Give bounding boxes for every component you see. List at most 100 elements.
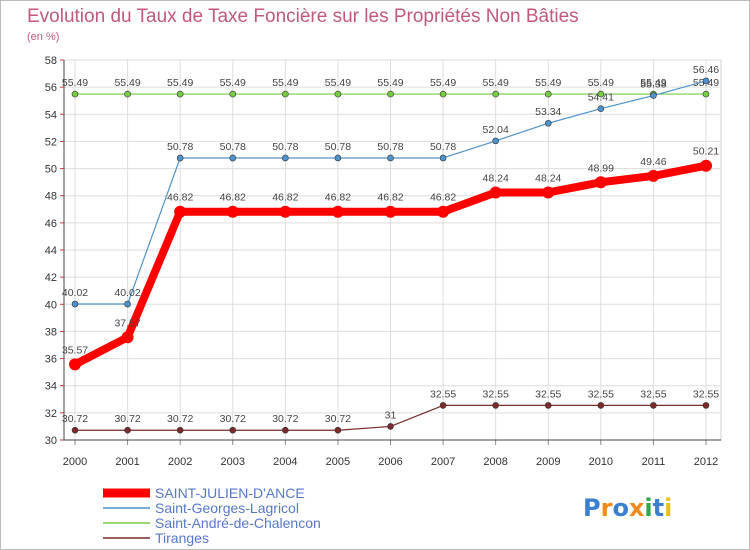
data-label: 56.46 (693, 64, 719, 76)
data-point (387, 90, 394, 98)
legend-label: Tiranges (155, 530, 209, 546)
axes: 30 32 34 36 38 40 42 44 46 48 50 52 54 56 58 2000 2001 20… (45, 55, 721, 468)
data-label: 55.49 (483, 77, 509, 89)
data-label: 55.49 (114, 77, 140, 89)
x-tick-label: 2007 (431, 456, 455, 468)
data-label: 30.72 (272, 413, 298, 425)
data-point (702, 77, 710, 85)
data-label: 55.49 (220, 77, 246, 89)
data-label: 46.82 (430, 192, 456, 204)
x-tick-label: 2006 (378, 456, 402, 468)
data-label: 46.82 (325, 192, 351, 204)
data-point (492, 137, 499, 145)
series-saint-julien-d-ance: 35.57 37.57 46.82 46.82 46.82 46.82 46.82 46.82… (62, 146, 719, 371)
data-point (121, 331, 134, 344)
data-label: 31 (385, 409, 397, 421)
data-label: 50.78 (325, 141, 351, 153)
y-tick-label: 34 (45, 381, 57, 393)
x-tick-label: 2001 (115, 456, 139, 468)
data-point (702, 402, 710, 409)
y-tick-label: 32 (45, 408, 57, 420)
x-tick-label: 2004 (273, 456, 297, 468)
x-tick-label: 2008 (483, 456, 507, 468)
x-tick-label: 2000 (63, 456, 87, 468)
legend-label: Saint-André-de-Chalencon (155, 515, 321, 531)
data-point (176, 154, 184, 162)
y-tick-label: 30 (45, 435, 57, 447)
data-point (439, 402, 447, 409)
data-point (124, 90, 131, 98)
y-tick-label: 38 (45, 326, 57, 338)
data-label: 50.78 (272, 141, 298, 153)
series-saint-georges-lagricol: 40.02 40.02 50.78 50.78 50.78 50.78 50.78 50.78… (62, 64, 719, 308)
data-point (544, 119, 552, 127)
data-label: 55.49 (535, 77, 561, 89)
data-label: 32.55 (483, 388, 509, 400)
proxiti-logo: Proxiti (583, 494, 672, 522)
data-point (71, 300, 79, 308)
x-tick-label: 2011 (642, 456, 666, 468)
data-point (71, 90, 79, 98)
legend-label: Saint-Georges-Lagricol (155, 500, 299, 516)
data-point (702, 90, 710, 98)
data-label: 50.78 (167, 141, 193, 153)
data-point (229, 90, 237, 98)
data-point (544, 90, 552, 98)
data-point (544, 402, 552, 409)
data-point (597, 90, 605, 98)
data-label: 48.24 (483, 172, 509, 184)
data-label: 52.04 (483, 124, 509, 136)
data-point (279, 205, 292, 218)
data-point (282, 90, 289, 98)
data-label: 55.49 (640, 77, 666, 89)
data-label: 53.34 (535, 106, 561, 118)
chart-title: Evolution du Taux de Taxe Foncière sur l… (27, 6, 579, 27)
data-point (176, 90, 184, 98)
data-point (176, 426, 184, 434)
data-label: 50.78 (377, 141, 403, 153)
y-axis-unit: (en %) (27, 31, 59, 43)
data-label: 48.24 (535, 172, 561, 184)
y-tick-label: 44 (45, 245, 57, 257)
legend-label: SAINT-JULIEN-D'ANCE (155, 485, 305, 501)
y-tick-label: 52 (45, 136, 57, 148)
data-point (229, 426, 237, 434)
data-point (124, 300, 131, 308)
data-point (597, 105, 605, 113)
y-tick-label: 50 (45, 164, 57, 176)
data-point (334, 90, 342, 98)
series-tiranges: 30.72 30.72 30.72 30.72 30.72 30.72 31 32.55 32.… (62, 388, 719, 434)
data-point (700, 159, 712, 172)
data-point (489, 186, 502, 199)
data-label: 54.41 (588, 92, 614, 104)
data-label: 55.49 (272, 77, 298, 89)
data-point (650, 92, 657, 99)
data-point (387, 423, 394, 430)
data-label: 48.99 (588, 162, 614, 174)
y-tick-label: 48 (45, 191, 57, 203)
data-label: 30.72 (167, 413, 193, 425)
y-tick-label: 54 (45, 109, 57, 121)
data-label: 46.82 (272, 192, 298, 204)
data-point (69, 358, 81, 371)
data-point (226, 205, 239, 218)
data-label: 35.57 (62, 344, 88, 356)
y-tick-label: 36 (45, 354, 57, 366)
data-label: 30.72 (220, 413, 246, 425)
data-label: 50.21 (693, 146, 719, 158)
data-label: 46.82 (220, 192, 246, 204)
data-label: 55.38 (640, 79, 666, 91)
data-label: 32.55 (588, 388, 614, 400)
legend: SAINT-JULIEN-D'ANCESaint-Georges-Lagrico… (103, 485, 321, 546)
data-point (492, 402, 499, 409)
y-tick-label: 46 (45, 218, 57, 230)
data-point (334, 154, 342, 162)
data-point (124, 426, 131, 434)
x-tick-label: 2002 (168, 456, 192, 468)
data-label: 32.55 (430, 388, 456, 400)
series-layer: 30.72 30.72 30.72 30.72 30.72 30.72 31 32.55 32.… (62, 64, 719, 434)
data-point (594, 176, 607, 189)
data-label: 55.49 (377, 77, 403, 89)
data-label: 50.78 (220, 141, 246, 153)
data-label: 55.49 (430, 77, 456, 89)
